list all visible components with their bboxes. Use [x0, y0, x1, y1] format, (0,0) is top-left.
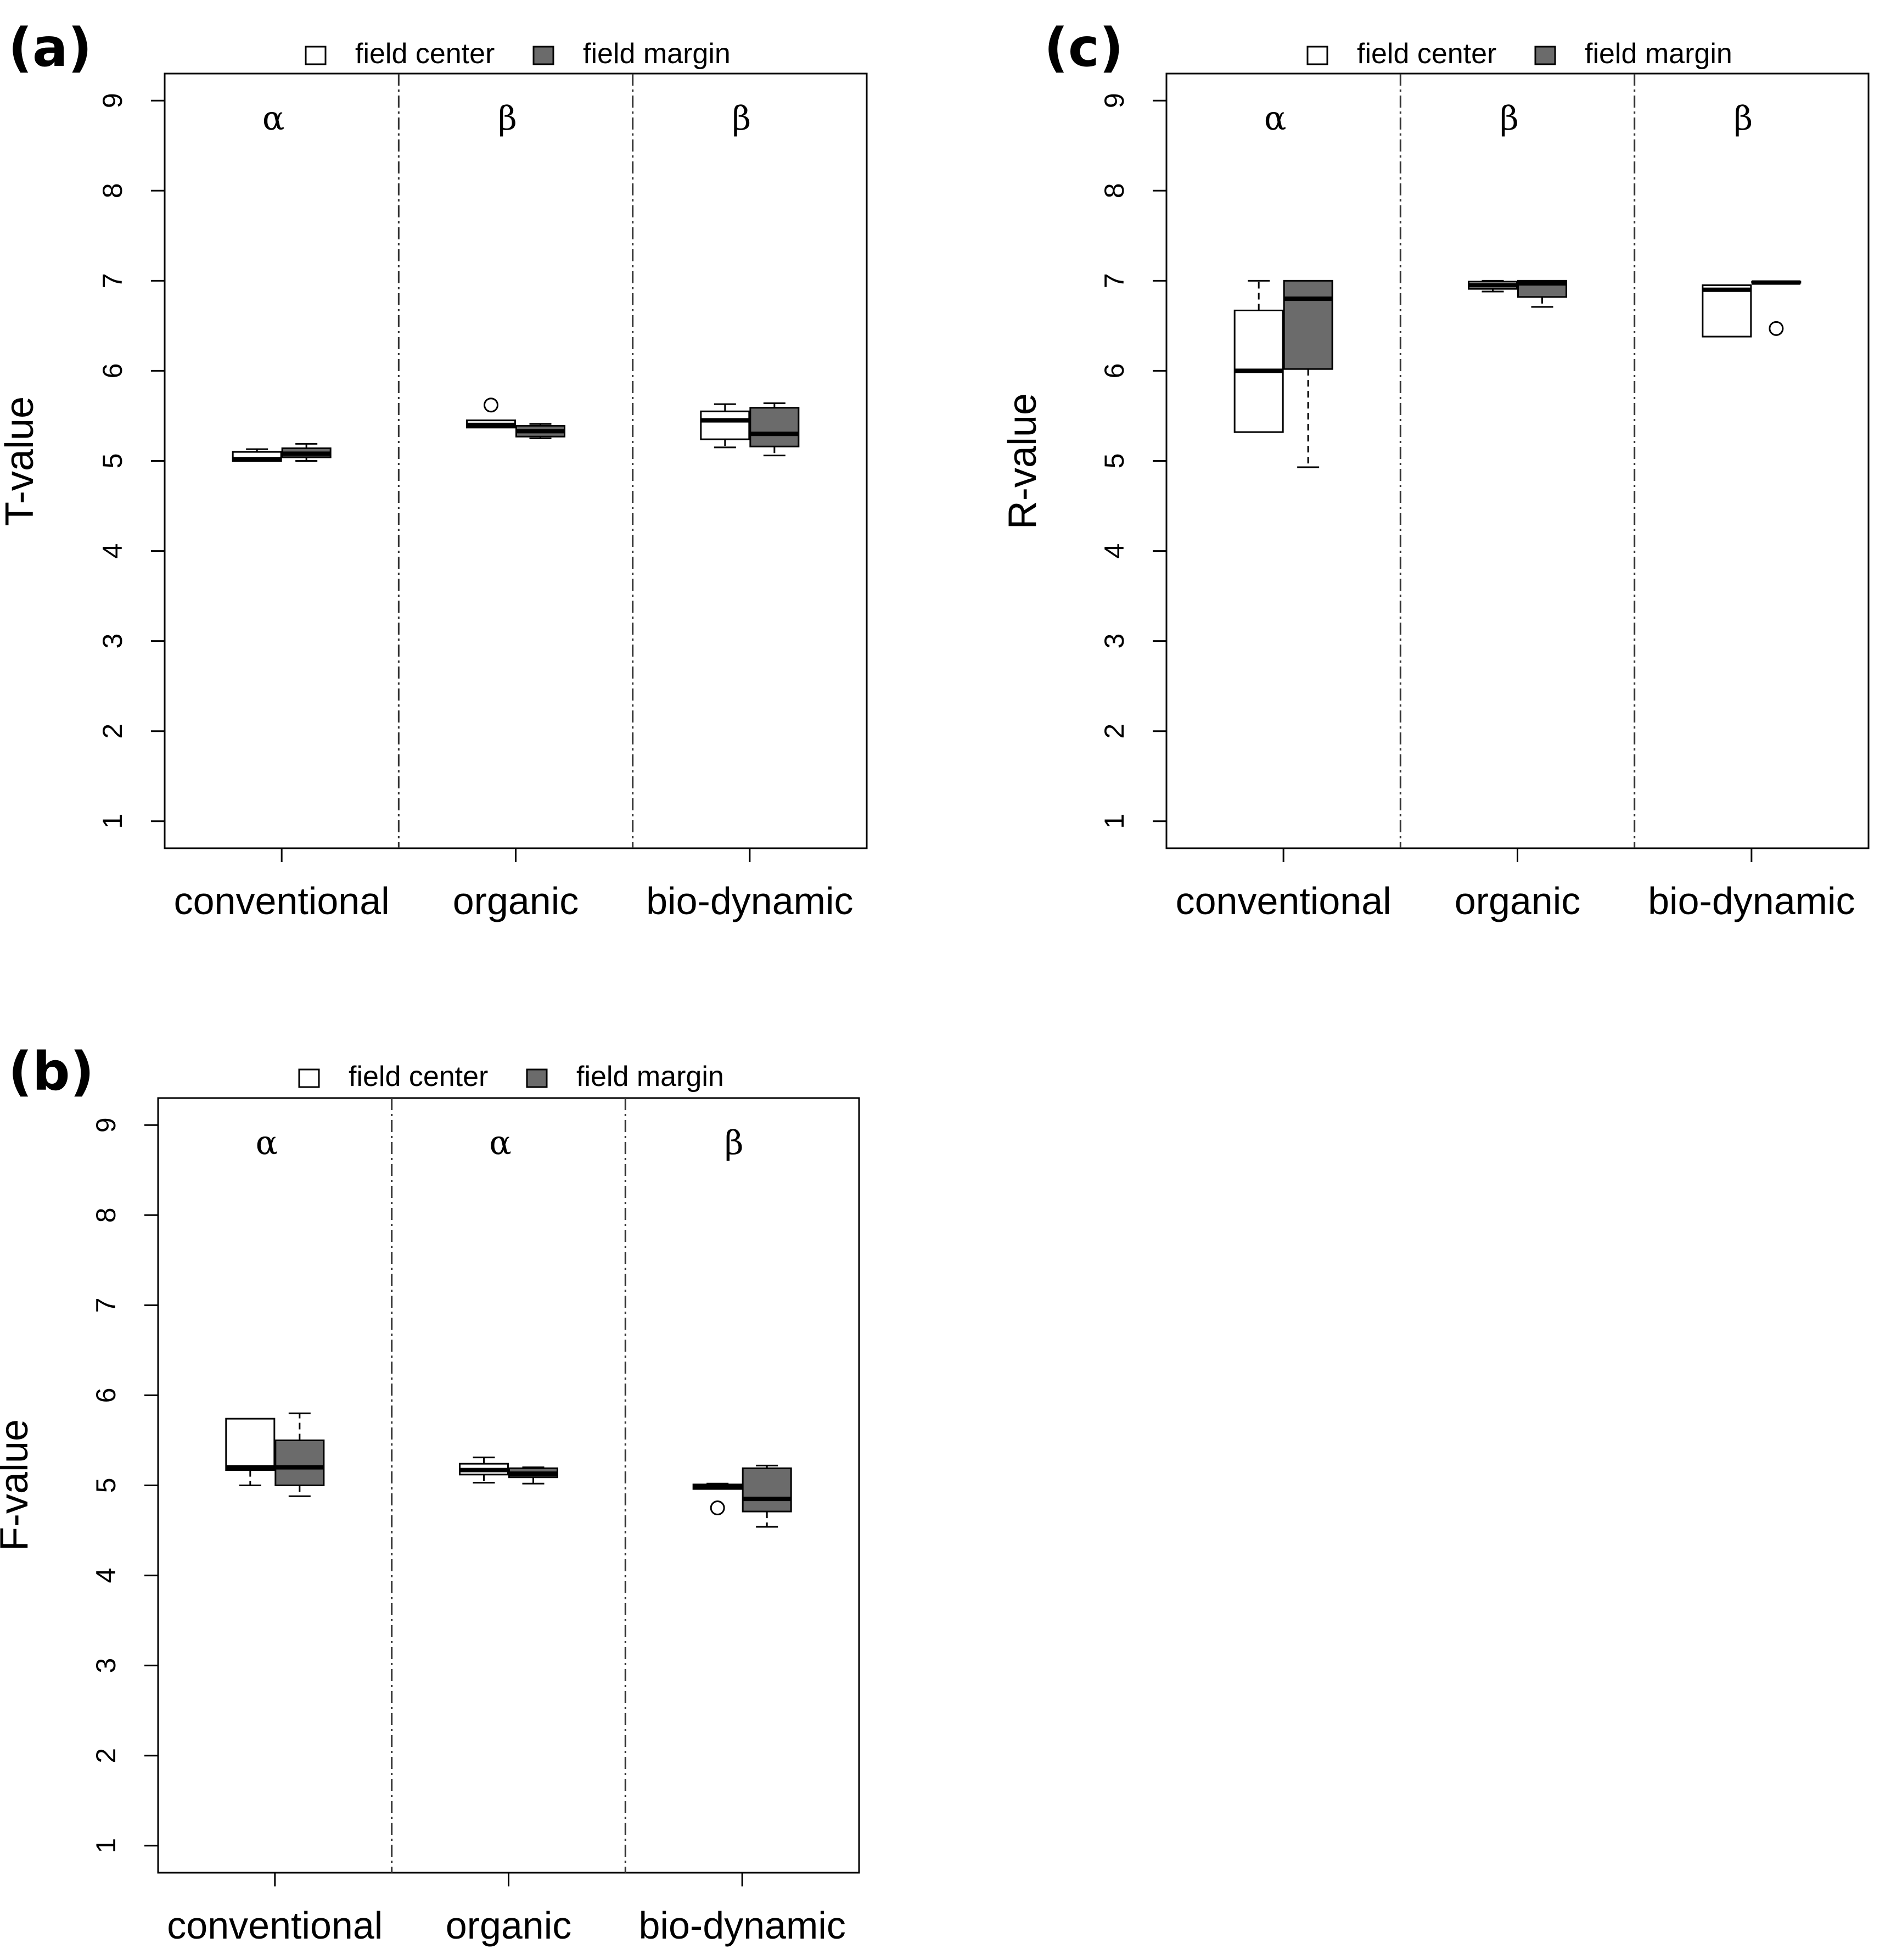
y-tick-label: 3	[97, 634, 128, 649]
outlier-point	[484, 397, 498, 413]
group-letter: α	[489, 1124, 512, 1162]
y-tick-label: 5	[1099, 453, 1130, 469]
y-axis-label: F-value	[0, 1419, 36, 1551]
outlier-point	[1769, 321, 1784, 336]
iqr-box	[274, 1439, 325, 1486]
y-tick-label: 7	[1099, 273, 1130, 288]
box-field-margin	[1751, 280, 1802, 336]
y-tick-label: 2	[97, 724, 128, 739]
plot-frame	[1165, 72, 1870, 849]
y-tick-label: 4	[97, 544, 128, 559]
box-field-center	[225, 1418, 276, 1486]
legend: field center field margin	[298, 1061, 724, 1093]
box-field-margin	[515, 423, 565, 439]
box-field-center	[1233, 279, 1284, 433]
legend: field center field margin	[1306, 38, 1732, 70]
y-tick-label: 9	[97, 93, 128, 108]
group-letter: β	[725, 1124, 744, 1162]
box-field-center	[700, 403, 750, 449]
group-letter: β	[1500, 99, 1519, 138]
group-letter: β	[732, 99, 751, 138]
legend-label-field-margin: field margin	[1585, 38, 1732, 70]
legend-swatch-field-margin	[532, 46, 554, 65]
y-tick-label: 5	[97, 453, 128, 469]
group-letter: β	[1733, 99, 1753, 138]
legend-label-field-margin: field margin	[576, 1061, 724, 1093]
legend-label-field-margin: field margin	[583, 38, 731, 70]
iqr-box	[749, 407, 800, 447]
box-field-margin	[1283, 279, 1333, 468]
x-tick-label: organic	[446, 1904, 572, 1947]
y-axis-label: R-value	[1001, 393, 1045, 529]
iqr-box	[1283, 279, 1333, 370]
y-tick-label: 9	[1099, 93, 1130, 108]
y-tick-label: 3	[91, 1658, 121, 1673]
box-field-center	[459, 1457, 509, 1484]
box-field-margin	[1517, 279, 1567, 308]
x-tick-label: organic	[1455, 880, 1581, 922]
y-tick-label: 6	[97, 363, 128, 379]
y-tick-label: 4	[1099, 544, 1130, 559]
group-letter: α	[1264, 99, 1287, 138]
legend: field center field margin	[305, 38, 731, 70]
y-tick-label: 7	[91, 1297, 121, 1313]
panel-label: (c)	[1044, 17, 1124, 79]
x-tick-label: conventional	[167, 1904, 383, 1947]
box-field-margin	[742, 1464, 792, 1528]
y-tick-label: 1	[91, 1838, 121, 1853]
y-tick-label: 7	[97, 273, 128, 288]
box-field-center	[1702, 284, 1752, 338]
y-tick-label: 1	[97, 814, 128, 829]
legend-label-field-center: field center	[355, 38, 495, 70]
y-tick-label: 2	[91, 1748, 121, 1763]
x-tick-label: conventional	[174, 880, 390, 922]
panel-label: (b)	[8, 1041, 94, 1102]
legend-swatch-field-margin	[526, 1068, 548, 1088]
y-tick-label: 5	[91, 1478, 121, 1493]
box-field-margin	[274, 1412, 325, 1497]
iqr-box	[742, 1467, 792, 1513]
y-tick-label: 9	[91, 1117, 121, 1133]
panel-b: (b) F-value 1 2 3 4 5 6 7 8 9 conventional α organic α…	[0, 1041, 860, 1947]
x-tick-label: bio-dynamic	[1648, 880, 1855, 922]
group-letter: β	[498, 99, 517, 138]
box-field-center	[1468, 279, 1518, 293]
legend-label-field-center: field center	[349, 1061, 488, 1093]
x-tick-label: bio-dynamic	[646, 880, 853, 922]
x-tick-label: bio-dynamic	[638, 1904, 845, 1947]
box-field-margin	[749, 402, 800, 457]
x-tick-label: conventional	[1176, 880, 1392, 922]
box-field-margin	[508, 1466, 558, 1485]
y-axis-label: T-value	[0, 396, 42, 526]
legend-swatch-field-center	[298, 1068, 320, 1088]
y-tick-label: 8	[91, 1207, 121, 1223]
box-field-margin	[281, 443, 332, 462]
iqr-box	[700, 410, 750, 440]
box-field-center	[692, 1482, 743, 1516]
box-field-center	[232, 448, 282, 462]
panel-a: (a) T-value 1 2 3 4 5 6 7 8 9 conventional α organic β…	[0, 17, 868, 922]
legend-swatch-field-center	[305, 46, 327, 65]
box-field-center	[466, 397, 516, 429]
group-letter: α	[256, 1124, 278, 1162]
legend-label-field-center: field center	[1357, 38, 1496, 70]
iqr-box	[1702, 284, 1752, 338]
panel-c: (c) R-value 1 2 3 4 5 6 7 8 9 conventional α organic β…	[1001, 17, 1870, 922]
y-tick-label: 8	[97, 183, 128, 198]
iqr-box	[225, 1418, 276, 1471]
y-tick-label: 8	[1099, 183, 1130, 198]
y-tick-label: 1	[1099, 814, 1130, 829]
y-tick-label: 2	[1099, 724, 1130, 739]
legend-swatch-field-center	[1306, 46, 1328, 65]
y-tick-label: 3	[1099, 634, 1130, 649]
group-letter: α	[262, 99, 285, 138]
x-tick-label: organic	[453, 880, 579, 922]
outlier-point	[710, 1500, 725, 1516]
y-tick-label: 6	[91, 1388, 121, 1403]
panel-label: (a)	[8, 17, 92, 79]
y-tick-label: 6	[1099, 363, 1130, 379]
y-tick-label: 4	[91, 1568, 121, 1583]
legend-swatch-field-margin	[1534, 46, 1556, 65]
